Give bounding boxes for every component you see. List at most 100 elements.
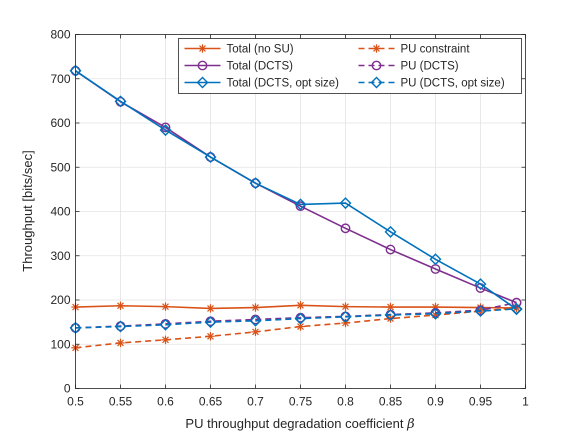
x-axis-label-text: PU throughput degradation coefficient bbox=[185, 416, 403, 431]
x-tick-label: 0.85 bbox=[379, 395, 403, 409]
marker-diamond bbox=[429, 253, 442, 266]
marker-circle bbox=[511, 297, 522, 308]
x-tick-label: 0.7 bbox=[247, 395, 264, 409]
x-tick-label: 0.5 bbox=[67, 395, 84, 409]
marker-diamond bbox=[370, 76, 383, 89]
data-point bbox=[249, 177, 262, 190]
marker-stroke bbox=[342, 319, 349, 327]
data-point bbox=[294, 198, 307, 211]
marker-diamond bbox=[196, 76, 209, 89]
marker-stroke bbox=[297, 323, 304, 330]
data-point bbox=[204, 151, 217, 164]
series-layer bbox=[69, 64, 523, 352]
legend-marker bbox=[372, 44, 381, 53]
marker-circle bbox=[371, 60, 382, 71]
y-axis-label: Throughput [bits/sec] bbox=[20, 150, 35, 271]
marker-stroke bbox=[207, 332, 214, 340]
marker-stroke bbox=[199, 45, 206, 52]
marker-stroke bbox=[162, 336, 169, 344]
legend-entry: PU (DCTS) bbox=[358, 60, 459, 73]
x-tick-label: 0.6 bbox=[157, 395, 174, 409]
legend-marker bbox=[371, 60, 382, 71]
data-point bbox=[296, 301, 305, 310]
y-tick-label: 200 bbox=[50, 293, 70, 307]
marker-stroke bbox=[342, 303, 349, 311]
series-line bbox=[75, 70, 517, 304]
legend: Total (no SU) PU constraint Total (DCTS) PU… bbox=[178, 38, 522, 94]
data-point bbox=[340, 223, 351, 234]
legend-entry: Total (DCTS) bbox=[184, 60, 294, 73]
tick-layer: 0.5 0.55 0.6 0.65 0.7 0.75 0.8 0.85 0.9 0.95 1 0 100… bbox=[50, 28, 529, 409]
data-point bbox=[114, 95, 127, 108]
marker-stroke bbox=[387, 303, 394, 311]
x-tick-label: 0.9 bbox=[427, 395, 444, 409]
series-line bbox=[75, 308, 517, 329]
marker-stroke bbox=[373, 45, 380, 52]
data-point bbox=[511, 297, 522, 308]
legend-box bbox=[178, 38, 522, 94]
legend-marker bbox=[198, 44, 207, 53]
marker-diamond bbox=[114, 95, 127, 108]
y-tick-label: 500 bbox=[50, 160, 70, 174]
data-point bbox=[384, 225, 397, 238]
marker-diamond bbox=[249, 314, 262, 327]
data-point bbox=[341, 302, 350, 311]
legend-marker bbox=[196, 76, 209, 89]
data-point bbox=[474, 305, 487, 318]
marker-stroke bbox=[162, 303, 169, 311]
data-point bbox=[296, 322, 305, 331]
legend-marker bbox=[370, 76, 383, 89]
data-point bbox=[510, 302, 523, 315]
y-tick-label: 400 bbox=[50, 205, 70, 219]
marker-diamond bbox=[204, 151, 217, 164]
series-line bbox=[75, 70, 517, 310]
marker-circle bbox=[340, 223, 351, 234]
marker-diamond bbox=[159, 124, 172, 137]
y-tick-label: 600 bbox=[50, 116, 70, 130]
data-point bbox=[114, 320, 127, 333]
data-point bbox=[429, 307, 442, 320]
marker-circle bbox=[197, 60, 208, 71]
y-tick-label: 0 bbox=[64, 382, 71, 396]
legend-label: PU constraint bbox=[401, 44, 471, 56]
data-point bbox=[474, 278, 487, 291]
data-point bbox=[251, 303, 260, 312]
legend-label: Total (DCTS, opt size) bbox=[227, 78, 340, 90]
marker-diamond bbox=[474, 278, 487, 291]
data-point bbox=[249, 314, 262, 327]
marker-stroke bbox=[297, 301, 304, 309]
legend-label: Total (DCTS) bbox=[227, 61, 294, 73]
x-tick-label: 1 bbox=[522, 395, 529, 409]
legend-entry: PU constraint bbox=[358, 44, 471, 56]
y-tick-label: 800 bbox=[50, 28, 70, 42]
y-tick-label: 300 bbox=[50, 249, 70, 263]
data-point bbox=[339, 310, 352, 323]
legend-entry: Total (DCTS, opt size) bbox=[184, 76, 340, 90]
data-point bbox=[116, 338, 125, 348]
marker-diamond bbox=[474, 305, 487, 318]
marker-diamond bbox=[114, 320, 127, 333]
marker-diamond bbox=[429, 307, 442, 320]
legend-label: Total (no SU) bbox=[227, 44, 294, 56]
x-tick-label: 0.95 bbox=[469, 395, 493, 409]
marker-diamond bbox=[249, 177, 262, 190]
data-point bbox=[159, 124, 172, 137]
x-tick-label: 0.65 bbox=[199, 395, 223, 409]
data-point bbox=[161, 302, 170, 311]
marker-diamond bbox=[294, 312, 307, 325]
series-line bbox=[75, 307, 517, 349]
marker-stroke bbox=[207, 305, 214, 312]
data-point bbox=[385, 244, 396, 255]
y-tick-label: 700 bbox=[50, 72, 70, 86]
legend-entry: Total (no SU) bbox=[184, 44, 294, 56]
marker-diamond bbox=[339, 310, 352, 323]
legend-label: PU (DCTS) bbox=[401, 61, 459, 73]
data-point bbox=[206, 304, 215, 313]
legend-label: PU (DCTS, opt size) bbox=[401, 78, 505, 90]
data-point bbox=[161, 335, 170, 345]
legend-marker bbox=[197, 60, 208, 71]
marker-diamond bbox=[159, 318, 172, 331]
data-point bbox=[116, 301, 125, 310]
